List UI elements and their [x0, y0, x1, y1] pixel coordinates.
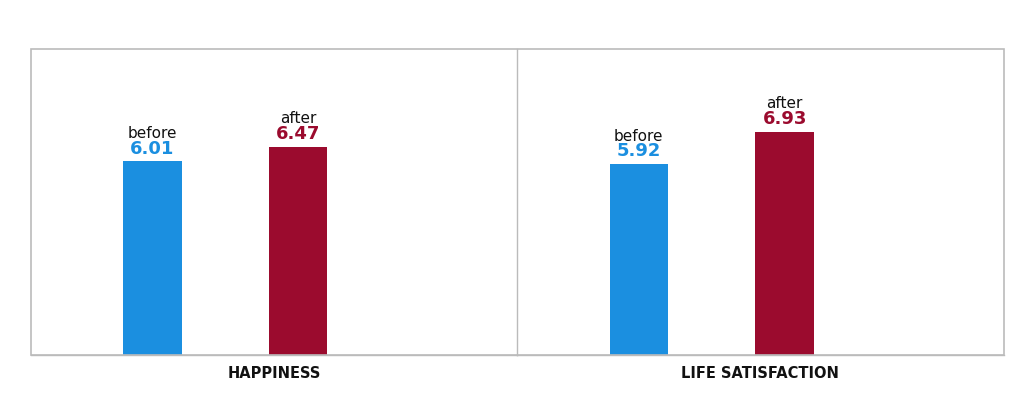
Text: before: before: [128, 126, 177, 141]
Bar: [123, 162, 181, 355]
Text: before: before: [614, 129, 664, 144]
Text: 6.47: 6.47: [276, 125, 321, 143]
Text: 6.01: 6.01: [130, 140, 174, 157]
Bar: [609, 164, 668, 355]
Bar: [269, 146, 328, 355]
Bar: [756, 132, 814, 355]
Text: after: after: [280, 111, 316, 126]
X-axis label: HAPPINESS: HAPPINESS: [227, 366, 321, 381]
Text: after: after: [766, 96, 803, 111]
Text: 6.93: 6.93: [763, 110, 807, 128]
X-axis label: LIFE SATISFACTION: LIFE SATISFACTION: [681, 366, 840, 381]
Text: 5.92: 5.92: [616, 142, 660, 160]
